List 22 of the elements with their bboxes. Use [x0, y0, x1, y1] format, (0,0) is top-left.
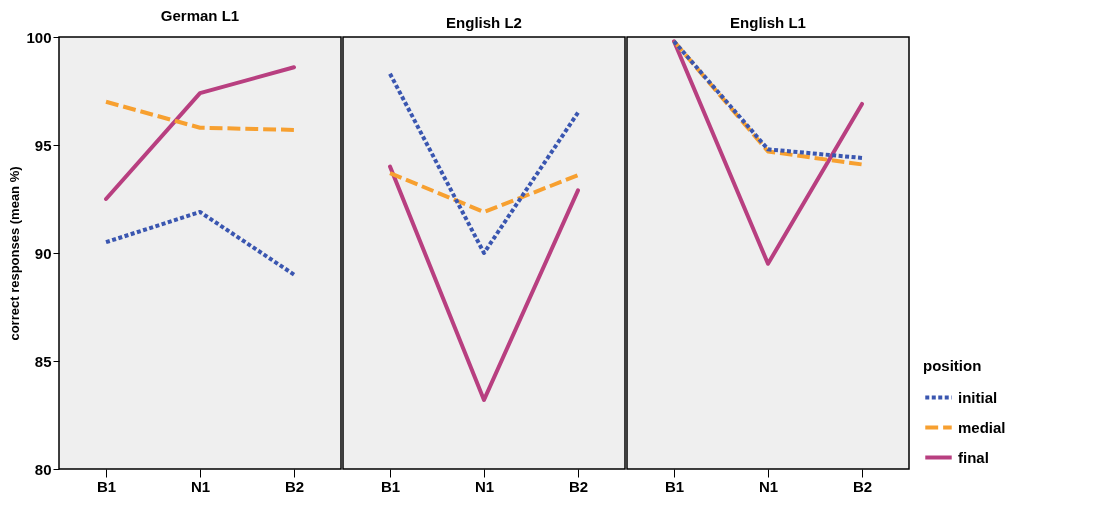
chart-title: English L1: [730, 14, 806, 31]
x-tick-label: N1: [474, 477, 495, 495]
y-tick-label: 90: [34, 244, 52, 262]
y-tick-label: 95: [34, 136, 52, 154]
x-tick-label: N1: [190, 477, 211, 495]
x-tick-label: B1: [96, 477, 117, 495]
y-axis-title: correct responses (mean %): [7, 166, 23, 341]
y-tick-label: 85: [34, 352, 52, 370]
x-tick-label: B1: [664, 477, 685, 495]
y-tick-label: 80: [34, 460, 52, 478]
chart-title: English L2: [446, 14, 522, 31]
legend-label: initial: [958, 388, 998, 406]
y-tick-label: 100: [26, 28, 52, 46]
legend-label: final: [958, 448, 989, 466]
x-tick-label: N1: [758, 477, 779, 495]
chart-title: German L1: [160, 7, 240, 24]
x-tick-label: B2: [852, 477, 873, 495]
x-tick-label: B1: [380, 477, 401, 495]
legend-title: position: [923, 357, 982, 374]
x-tick-label: B2: [568, 477, 589, 495]
x-tick-label: B2: [284, 477, 305, 495]
legend-label: medial: [958, 418, 1006, 436]
